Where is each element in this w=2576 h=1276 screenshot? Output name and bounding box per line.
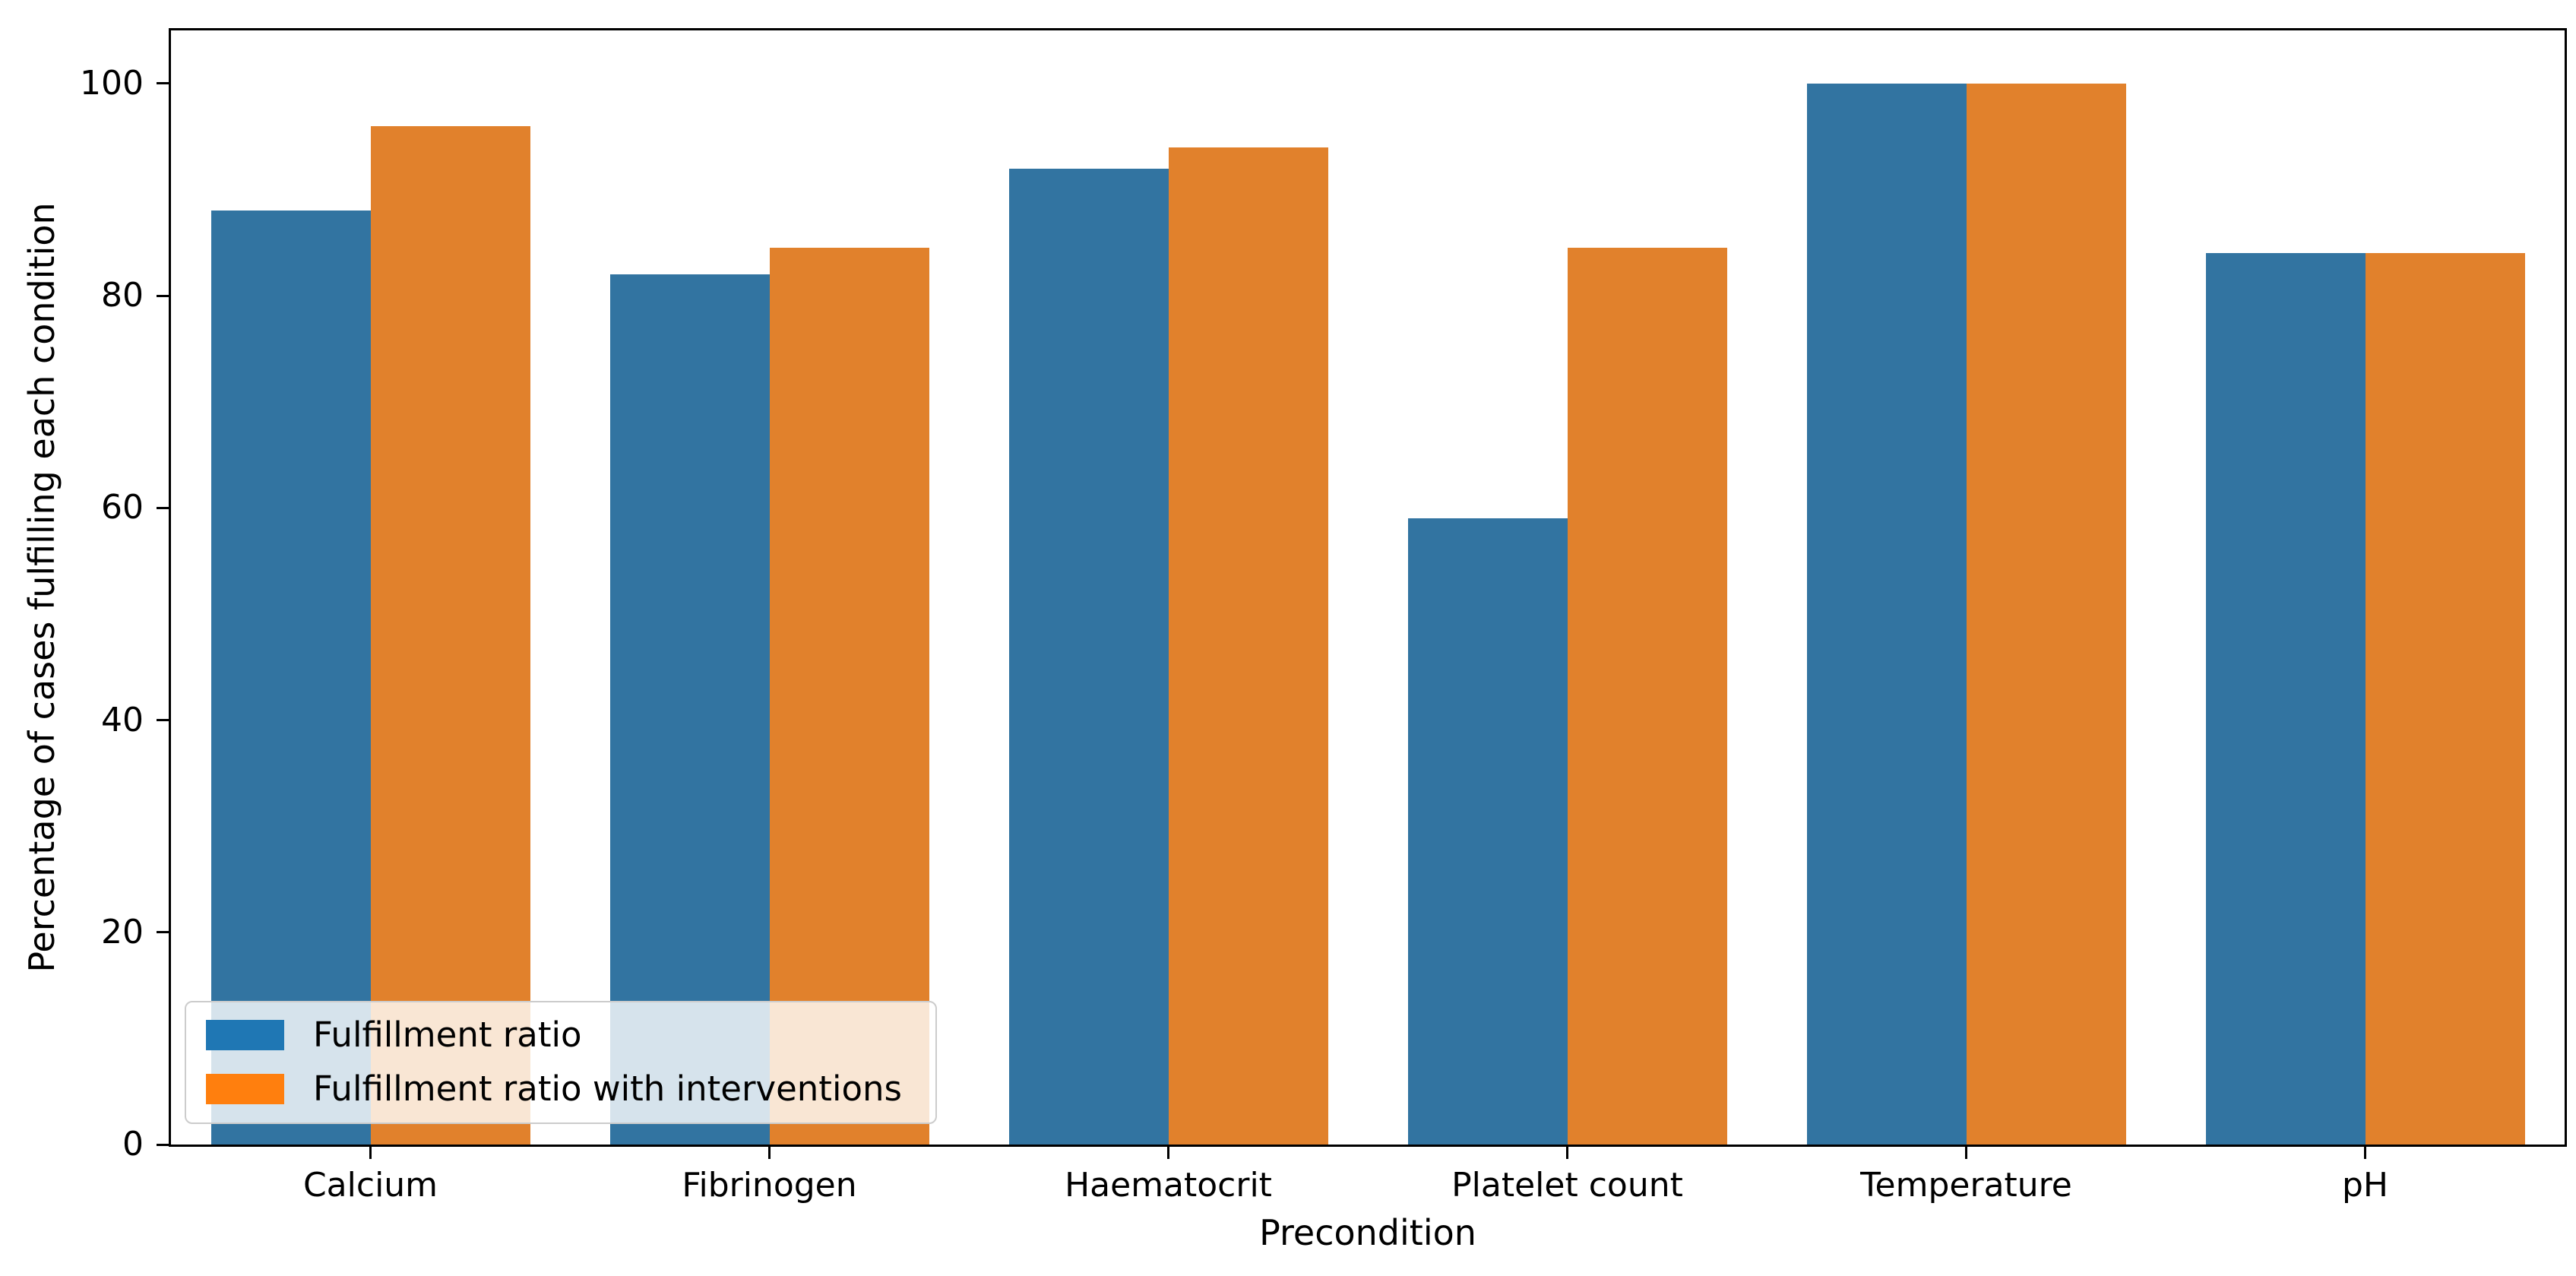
y-tick-label-60: 60 bbox=[101, 488, 144, 527]
x-axis-label: Precondition bbox=[1259, 1212, 1476, 1253]
bar-fulfillment-ratio-with-interventions-haematocrit bbox=[1168, 147, 1328, 1145]
bar-fulfillment-ratio-with-interventions-calcium bbox=[370, 125, 530, 1145]
y-tick-mark-60 bbox=[157, 506, 169, 509]
x-tick-mark-platelet-count bbox=[1566, 1147, 1568, 1159]
bar-fulfillment-ratio-haematocrit bbox=[1008, 168, 1169, 1145]
x-tick-label-calcium: Calcium bbox=[302, 1166, 438, 1205]
x-tick-mark-haematocrit bbox=[1167, 1147, 1169, 1159]
legend-row-0: Fulfillment ratio bbox=[206, 1018, 902, 1052]
x-tick-mark-calcium bbox=[369, 1147, 372, 1159]
x-tick-mark-temperature bbox=[1965, 1147, 1967, 1159]
legend-row-1: Fulfillment ratio with interventions bbox=[206, 1072, 902, 1106]
y-tick-mark-80 bbox=[157, 294, 169, 297]
legend-label: Fulfillment ratio bbox=[313, 1015, 582, 1055]
bar-fulfillment-ratio-calcium bbox=[210, 211, 371, 1145]
legend: Fulfillment ratio Fulfillment ratio with … bbox=[185, 1001, 937, 1124]
x-tick-label-temperature: Temperature bbox=[1860, 1166, 2072, 1205]
x-tick-label-platelet-count: Platelet count bbox=[1451, 1166, 1683, 1205]
x-tick-mark-fibrinogen bbox=[768, 1147, 771, 1159]
y-tick-mark-0 bbox=[157, 1143, 169, 1146]
y-tick-label-0: 0 bbox=[122, 1125, 144, 1164]
y-tick-label-20: 20 bbox=[101, 912, 144, 951]
y-tick-label-40: 40 bbox=[101, 700, 144, 739]
bar-fulfillment-ratio-with-interventions-ph bbox=[2365, 253, 2525, 1145]
y-axis-label: Percentage of cases fulfilling each cond… bbox=[21, 202, 62, 973]
bar-fulfillment-ratio-with-interventions-fibrinogen bbox=[769, 248, 929, 1145]
plot-area: 0 20 40 60 80 100 Calcium Fibrinogen Haematocri… bbox=[80, 28, 2567, 1202]
bar-fulfillment-ratio-with-interventions-temperature bbox=[1966, 83, 2126, 1145]
x-tick-label-haematocrit: Haematocrit bbox=[1065, 1166, 1272, 1205]
x-axis-ticks: Calcium Fibrinogen Haematocrit Platelet cou… bbox=[171, 30, 2565, 1202]
bar-fulfillment-ratio-ph bbox=[2205, 253, 2366, 1145]
bar-fulfillment-ratio-fibrinogen bbox=[609, 274, 770, 1145]
y-tick-mark-40 bbox=[157, 719, 169, 722]
bar-fulfillment-ratio-temperature bbox=[1806, 83, 1967, 1145]
y-axis-ticks: 0 20 40 60 80 100 bbox=[80, 30, 2565, 1161]
bar-fulfillment-ratio-with-interventions-platelet-count bbox=[1567, 248, 1727, 1145]
x-tick-label-fibrinogen: Fibrinogen bbox=[682, 1166, 857, 1205]
y-tick-label-100: 100 bbox=[80, 63, 144, 103]
y-tick-label-80: 80 bbox=[101, 276, 144, 315]
legend-label: Fulfillment ratio with interventions bbox=[313, 1069, 902, 1109]
x-tick-label-ph: pH bbox=[2341, 1166, 2389, 1205]
bar-fulfillment-ratio-platelet-count bbox=[1407, 518, 1568, 1145]
legend-swatch-icon bbox=[206, 1073, 284, 1104]
bars-layer bbox=[171, 30, 2565, 1145]
y-tick-mark-100 bbox=[157, 82, 169, 85]
y-tick-mark-20 bbox=[157, 931, 169, 934]
x-tick-mark-ph bbox=[2364, 1147, 2366, 1159]
legend-swatch-icon bbox=[206, 1019, 284, 1050]
